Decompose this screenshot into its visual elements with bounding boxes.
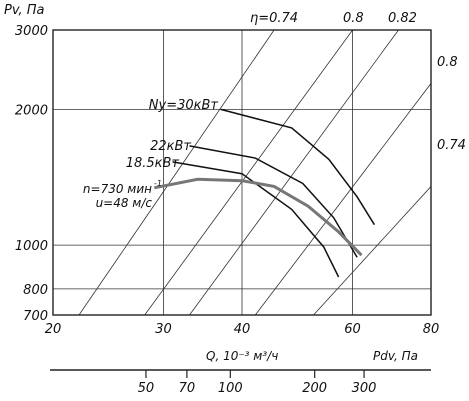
- efficiency-label: 0.82: [388, 11, 417, 26]
- power-curve: [189, 145, 358, 258]
- efficiency-line: [313, 185, 431, 315]
- pdv-tick-label: 300: [352, 381, 377, 396]
- power-curve-label: 18.5кВт: [126, 156, 180, 171]
- efficiency-label: η=0.74: [250, 11, 298, 26]
- pdv-tick-label: 50: [138, 381, 155, 396]
- efficiency-label: 0.74: [437, 138, 466, 153]
- efficiency-label: 0.8: [437, 55, 458, 70]
- efficiency-lines: [78, 30, 431, 315]
- y-axis-title: Pv, Па: [4, 3, 45, 18]
- power-curve-label: Ny=30кВт: [149, 98, 219, 113]
- y-tick-label: 2000: [15, 103, 48, 118]
- x-tick-label: 80: [423, 322, 440, 337]
- power-curve: [220, 108, 376, 226]
- power-curve-labels: Ny=30кВт 22кВт 18.5кВт n=730 мин -1u=48 м/с: [83, 98, 218, 210]
- y-tick-label: 1000: [15, 239, 48, 254]
- efficiency-line: [254, 82, 431, 315]
- pdv-tick-label: 200: [302, 381, 327, 396]
- y-tick-label: 800: [23, 283, 48, 298]
- operating-label-line2: u=48 м/с: [96, 196, 153, 210]
- y-tick-labels: 700 800 1000 2000 3000: [15, 24, 48, 324]
- x-tick-label: 60: [344, 322, 361, 337]
- power-curve: [172, 161, 340, 278]
- efficiency-labels: η=0.74 0.8 0.82 0.8 0.74: [250, 11, 466, 153]
- x-axis-title: Q, 10⁻³ м³/ч: [206, 349, 278, 363]
- operating-curve: [154, 177, 363, 257]
- power-curves: [172, 108, 376, 278]
- operating-curve-group: [154, 177, 363, 257]
- efficiency-line: [189, 30, 399, 315]
- x-tick-labels: 20 30 40 60 80: [45, 322, 440, 337]
- x-tick-label: 20: [45, 322, 62, 337]
- operating-label-exponent: -1: [154, 179, 162, 188]
- power-curve-label: 22кВт: [150, 139, 191, 154]
- efficiency-line: [78, 30, 275, 315]
- pdv-ticks: 50 70 100 200 300: [138, 370, 377, 396]
- operating-label-line1: n=730 мин: [83, 182, 152, 196]
- efficiency-label: 0.8: [343, 11, 364, 26]
- pdv-axis-title: Pdv, Па: [373, 349, 418, 363]
- x-tick-label: 40: [234, 322, 251, 337]
- pdv-tick-label: 100: [218, 381, 243, 396]
- pdv-tick-label: 70: [179, 381, 196, 396]
- y-tick-label: 3000: [15, 24, 48, 39]
- efficiency-line: [144, 30, 353, 315]
- plot-frame: [52, 29, 432, 316]
- y-tick-label: 700: [23, 309, 48, 324]
- x-tick-label: 30: [155, 322, 172, 337]
- grid-lines: [52, 29, 432, 316]
